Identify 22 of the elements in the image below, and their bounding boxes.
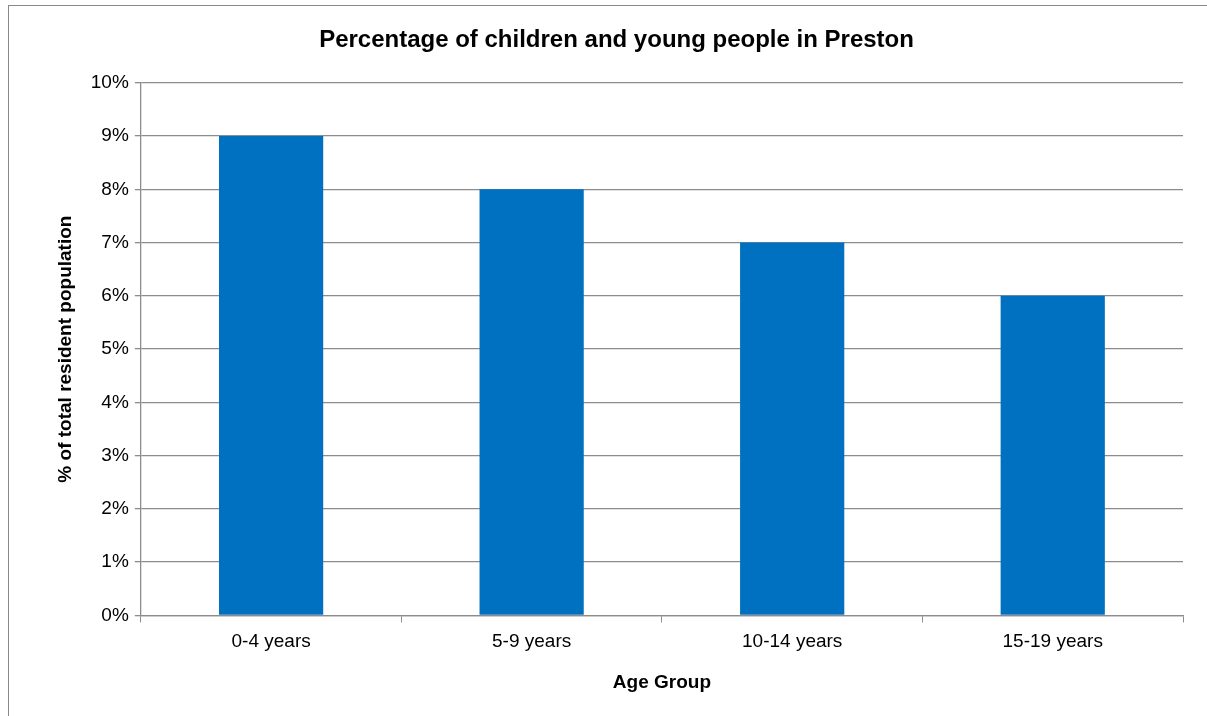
bar <box>740 242 845 615</box>
x-axis-title: Age Group <box>612 670 711 692</box>
y-tick-label: 8% <box>101 177 129 199</box>
y-tick-label: 10% <box>90 71 129 93</box>
y-tick-label: 2% <box>101 497 129 519</box>
bar <box>479 189 584 615</box>
bar <box>1000 295 1105 615</box>
y-tick-label: 9% <box>101 124 129 146</box>
y-tick-label: 4% <box>101 390 129 412</box>
y-tick-label: 1% <box>101 550 129 572</box>
y-tick-label: 7% <box>101 230 129 252</box>
x-tick-label: 0-4 years <box>231 630 311 652</box>
x-tick-label: 15-19 years <box>1002 630 1103 652</box>
y-tick-label: 5% <box>101 337 129 359</box>
y-axis-title: % of total resident population <box>53 215 75 483</box>
y-tick-label: 0% <box>101 603 129 625</box>
x-tick-label: 5-9 years <box>492 630 572 652</box>
chart-title: Percentage of children and young people in Preston <box>319 25 914 53</box>
y-tick-label: 6% <box>101 284 129 306</box>
bar <box>218 136 324 615</box>
y-tick-label: 3% <box>101 443 129 465</box>
x-tick-label: 10-14 years <box>742 630 843 652</box>
